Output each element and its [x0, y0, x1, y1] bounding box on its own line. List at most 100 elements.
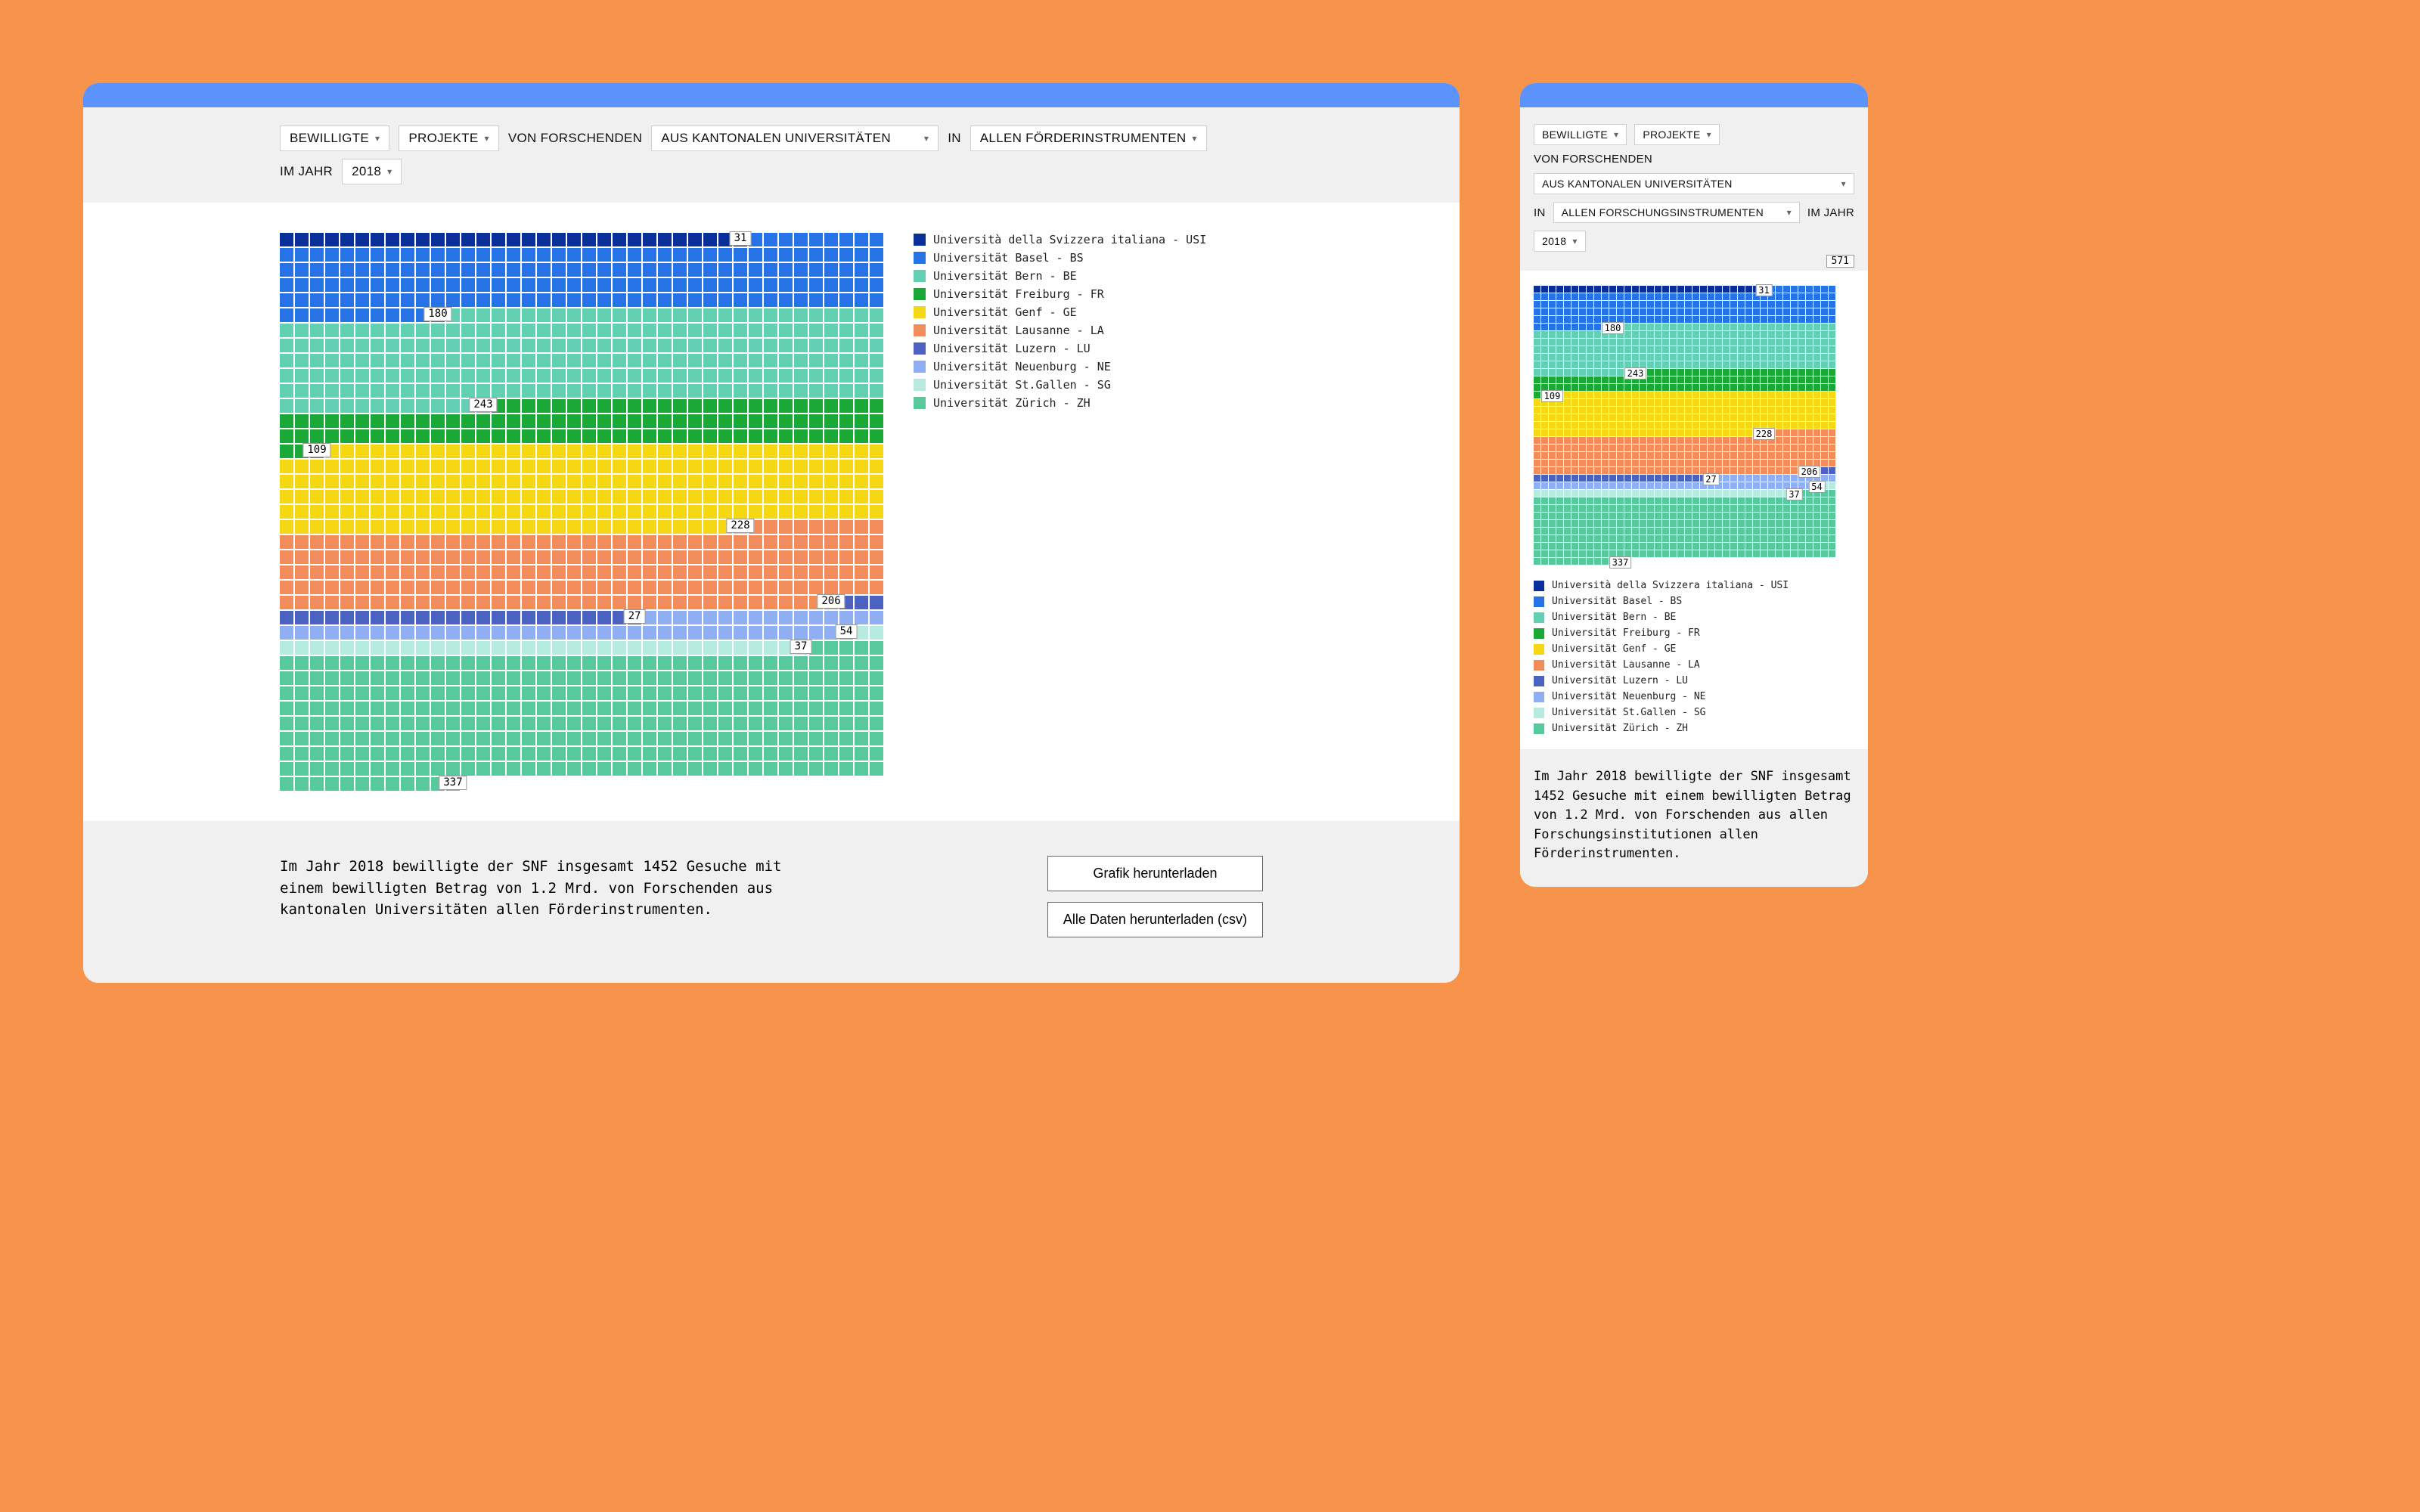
waffle-cell — [1564, 286, 1571, 293]
filter-instruments[interactable]: ALLEN FORSCHUNGSINSTRUMENTEN ▾ — [1553, 202, 1800, 223]
waffle-cell — [1700, 316, 1707, 323]
waffle-cell — [1700, 392, 1707, 398]
waffle-cell — [1753, 392, 1760, 398]
waffle-cell — [582, 324, 596, 337]
waffle-cell — [658, 354, 672, 367]
waffle-cell — [1829, 354, 1835, 361]
waffle-cell — [779, 308, 793, 322]
filter-projekte[interactable]: PROJEKTE ▾ — [1634, 124, 1720, 145]
waffle-cell — [1715, 301, 1722, 308]
waffle-cell — [446, 520, 460, 534]
waffle-cell — [794, 611, 808, 624]
waffle-cell — [1534, 422, 1540, 429]
filter-year[interactable]: 2018 ▾ — [1534, 231, 1586, 252]
legend-label: Universität St.Gallen - SG — [1552, 707, 1706, 718]
waffle-cell — [507, 626, 520, 640]
waffle-cell — [1791, 331, 1798, 338]
waffle-cell — [643, 399, 656, 413]
waffle-cell — [1564, 429, 1571, 436]
waffle-cell — [325, 611, 339, 624]
filter-institution[interactable]: AUS KANTONALEN UNIVERSITÄTEN ▾ — [651, 125, 939, 151]
waffle-cell — [1783, 308, 1790, 315]
waffle-cell — [507, 717, 520, 730]
waffle-cell — [1745, 543, 1752, 550]
waffle-cell — [1730, 497, 1737, 504]
waffle-cell — [703, 475, 717, 488]
waffle-cell — [1708, 445, 1714, 451]
waffle-cell — [794, 581, 808, 594]
waffle-cell — [1753, 467, 1760, 474]
waffle-cell — [1821, 324, 1828, 330]
filter-institution[interactable]: AUS KANTONALEN UNIVERSITÄTEN ▾ — [1534, 173, 1854, 194]
waffle-cell — [507, 248, 520, 262]
waffle-cell — [855, 702, 868, 715]
download-csv-button[interactable]: Alle Daten herunterladen (csv) — [1047, 902, 1263, 937]
waffle-cell — [673, 686, 687, 700]
waffle-cell — [1579, 301, 1586, 308]
waffle-cell — [1700, 324, 1707, 330]
waffle-cell — [492, 747, 505, 761]
waffle-cell — [431, 339, 445, 352]
waffle-cell — [1783, 414, 1790, 421]
waffle-cell — [401, 354, 414, 367]
waffle-cell — [1624, 467, 1631, 474]
filter-bewilligte[interactable]: BEWILLIGTE ▾ — [280, 125, 389, 151]
waffle-cell — [461, 565, 475, 579]
waffle-cell — [1768, 460, 1775, 466]
filter-bewilligte[interactable]: BEWILLIGTE ▾ — [1534, 124, 1627, 145]
waffle-cell — [461, 641, 475, 655]
waffle-cell — [1692, 346, 1699, 353]
waffle-cell — [613, 717, 626, 730]
waffle-cell — [492, 233, 505, 246]
waffle-cell — [764, 581, 777, 594]
filter-projekte-label: PROJEKTE — [408, 131, 478, 146]
waffle-cell — [824, 278, 838, 292]
waffle-cell — [1761, 482, 1767, 489]
waffle-cell — [446, 626, 460, 640]
legend-label: Universität Basel - BS — [1552, 596, 1682, 607]
waffle-cell — [643, 248, 656, 262]
waffle-cell — [1594, 399, 1601, 406]
waffle-cell — [537, 535, 551, 549]
waffle-cell — [673, 581, 687, 594]
waffle-cell — [1677, 490, 1684, 497]
waffle-cell — [295, 278, 309, 292]
download-chart-button[interactable]: Grafik herunterladen — [1047, 856, 1263, 891]
waffle-cell — [1715, 384, 1722, 391]
waffle-cell — [855, 520, 868, 534]
waffle-cell — [1655, 550, 1661, 557]
waffle-cell — [703, 399, 717, 413]
waffle-cell — [1602, 429, 1609, 436]
waffle-cell — [1640, 414, 1646, 421]
waffle-cell — [1624, 543, 1631, 550]
filter-projekte[interactable]: PROJEKTE ▾ — [399, 125, 498, 151]
filter-year[interactable]: 2018 ▾ — [342, 159, 402, 184]
waffle-cell — [310, 565, 324, 579]
waffle-cell — [824, 656, 838, 670]
waffle-cell — [1791, 392, 1798, 398]
waffle-cell — [1655, 543, 1661, 550]
waffle-cell — [522, 505, 535, 519]
waffle-cell — [476, 233, 490, 246]
waffle-cell — [1806, 543, 1813, 550]
waffle-cell — [1829, 369, 1835, 376]
waffle-cell — [1640, 301, 1646, 308]
waffle-cell — [688, 324, 702, 337]
waffle-cell — [295, 535, 309, 549]
waffle-cell — [1541, 308, 1548, 315]
waffle-cell — [1798, 429, 1805, 436]
waffle-cell — [340, 339, 354, 352]
waffle-cell — [1761, 490, 1767, 497]
waffle-cell — [1753, 384, 1760, 391]
waffle-cell — [1806, 301, 1813, 308]
waffle-cell — [1632, 384, 1639, 391]
waffle-cell — [1715, 346, 1722, 353]
waffle-cell — [749, 565, 762, 579]
waffle-cell — [597, 505, 611, 519]
filter-instruments[interactable]: ALLEN FÖRDERINSTRUMENTEN ▾ — [970, 125, 1207, 151]
waffle-cell — [1534, 467, 1540, 474]
waffle-cell — [1715, 407, 1722, 414]
waffle-cell — [461, 686, 475, 700]
waffle-cell — [507, 324, 520, 337]
waffle-cell — [1594, 520, 1601, 527]
